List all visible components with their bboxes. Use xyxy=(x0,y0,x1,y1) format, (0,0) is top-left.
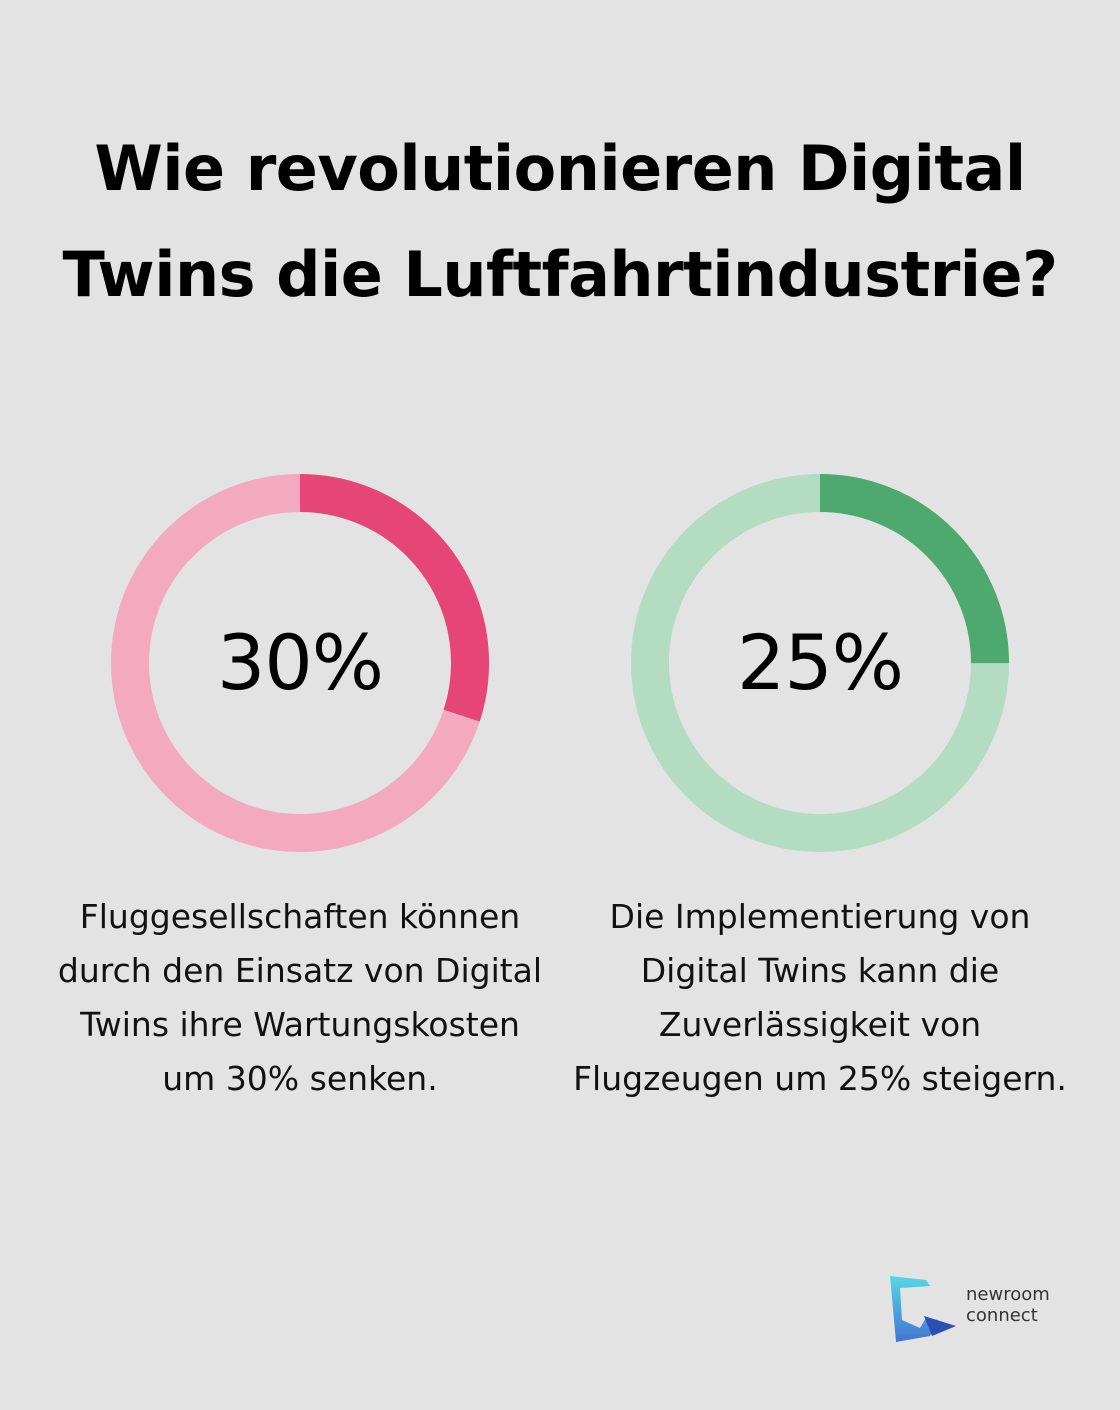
page-title: Wie revolutionieren Digital Twins die Lu… xyxy=(62,132,1058,311)
donut-value-arc xyxy=(631,474,1009,852)
brand-line-1: newroom xyxy=(966,1284,1050,1305)
caption-maintenance-costs: Fluggesellschaften können durch den Eins… xyxy=(57,897,543,1098)
donut-chart-reliability: 25% xyxy=(630,473,1010,853)
donut-center-label: 30% xyxy=(217,618,384,707)
donut-chart-maintenance-costs: 30% xyxy=(110,473,490,853)
donut-value-arc xyxy=(111,474,489,852)
donut-svg xyxy=(111,474,489,852)
brand-line-2: connect xyxy=(966,1305,1038,1326)
brand-logo: newroom connect xyxy=(886,1274,1076,1346)
newroom-connect-logo-icon xyxy=(890,1276,956,1342)
donut-center-label: 25% xyxy=(737,618,904,707)
caption-reliability: Die Implementierung von Digital Twins ka… xyxy=(573,897,1067,1098)
donut-svg xyxy=(631,474,1009,852)
brand-name: newroom connect xyxy=(966,1284,1050,1326)
